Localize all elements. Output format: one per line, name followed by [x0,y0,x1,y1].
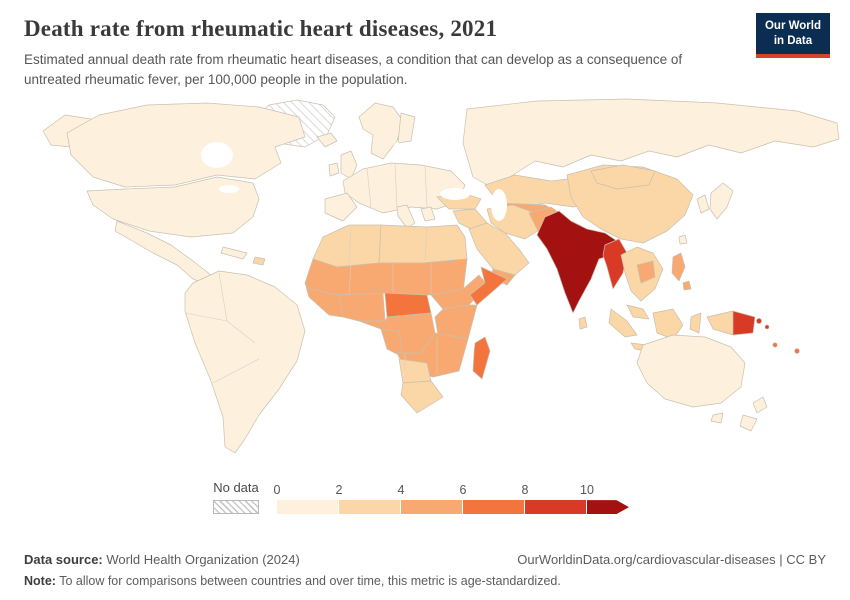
region-sahel[interactable] [304,258,468,296]
footnote-label: Note: [24,574,56,588]
legend-tick-10: 10 [580,483,594,498]
region-arabia[interactable] [468,222,530,276]
region-australia[interactable] [636,334,746,408]
data-source-label: Data source: [24,552,103,567]
logo-line-1: Our World [764,20,821,32]
region-madagascar[interactable] [472,336,491,380]
region-china[interactable] [566,164,694,244]
footnote-text: To allow for comparisons between countri… [59,574,561,588]
region-ireland[interactable] [328,162,340,177]
region-south-america[interactable] [184,270,306,454]
region-usa[interactable] [86,176,260,238]
legend-tick-2: 2 [335,483,343,498]
region-sulawesi[interactable] [689,312,702,334]
region-myanmar[interactable] [602,238,628,290]
region-malaysia[interactable] [626,304,650,320]
region-mongolia[interactable] [590,164,656,190]
map-legend: No data 0 2 4 6 8 10 [213,480,850,515]
region-maghreb[interactable] [312,224,382,268]
world-map [0,97,850,472]
owid-logo: Our World in Data [755,13,830,58]
legend-tick-0: 0 [273,483,281,498]
region-united-kingdom[interactable] [340,150,358,180]
world-map-svg [42,98,840,454]
legend-arrow-segment-10-plus[interactable]: 10 [580,483,629,515]
legend-no-data-swatch[interactable] [213,500,259,515]
legend-segment-0-2[interactable]: 0 [274,483,339,515]
legend-tick-6: 6 [459,483,467,498]
legend-tick-8: 8 [521,483,529,498]
chart-subtitle: Estimated annual death rate from rheumat… [24,52,683,87]
region-tasmania[interactable] [710,412,724,424]
data-source: Data source: World Health Organization (… [24,552,300,567]
legend-segment-2-4[interactable]: 2 [336,483,401,515]
region-iberia[interactable] [324,192,358,222]
region-west-new-guinea[interactable] [706,310,734,336]
region-greece[interactable] [420,206,436,222]
region-cuba[interactable] [220,246,248,260]
region-vanuatu[interactable] [772,342,778,348]
region-italy[interactable] [396,204,416,229]
region-namibia-botswana[interactable] [398,358,432,384]
region-hispaniola[interactable] [252,256,266,266]
credit-link[interactable]: OurWorldinData.org/cardiovascular-diseas… [517,552,826,567]
region-borneo[interactable] [652,308,684,340]
region-new-zealand-north[interactable] [752,396,768,414]
country-borders [184,163,438,384]
region-scandinavia[interactable] [358,102,404,160]
chart-footer: Data source: World Health Organization (… [0,552,850,588]
legend-tick-4: 4 [397,483,405,498]
legend-color-bar: 0 2 4 6 8 10 [274,483,629,515]
region-canada[interactable] [66,102,306,188]
legend-segment-4-6[interactable]: 4 [398,483,463,515]
region-japan[interactable] [709,182,734,220]
region-fiji[interactable] [794,348,800,354]
sea-black-sea [440,188,470,201]
region-philippines-south[interactable] [682,280,692,291]
sea-baltic [393,142,401,161]
sea-hudson-bay [201,142,233,169]
footnote: Note: To allow for comparisons between c… [24,574,826,588]
region-laos-cambodia[interactable] [636,260,656,284]
logo-line-2: in Data [773,34,813,47]
region-new-zealand-south[interactable] [739,414,758,432]
region-philippines[interactable] [671,252,686,282]
legend-no-data: No data [213,480,259,515]
region-solomon-islands-2[interactable] [764,324,770,330]
region-sri-lanka[interactable] [578,316,588,330]
sea-great-lakes [219,185,239,194]
region-libya-egypt[interactable] [378,224,468,264]
region-south-korea[interactable] [696,194,710,214]
region-south-africa[interactable] [400,380,444,414]
region-nigeria-cameroon[interactable] [338,292,386,322]
region-taiwan[interactable] [678,234,688,245]
legend-segment-8-10[interactable]: 8 [522,483,587,515]
chart-header: Death rate from rheumatic heart diseases… [0,0,850,89]
sea-caspian [491,189,507,222]
page-title: Death rate from rheumatic heart diseases… [24,16,498,41]
region-solomon-islands[interactable] [756,318,762,325]
region-papua-new-guinea[interactable] [732,310,756,336]
region-sumatra[interactable] [608,308,638,338]
data-source-value: World Health Organization (2024) [106,552,300,567]
legend-no-data-label: No data [213,480,259,496]
region-somalia[interactable] [469,266,508,306]
region-finland[interactable] [397,112,416,144]
region-iceland[interactable] [316,132,338,148]
legend-segment-6-8[interactable]: 6 [460,483,525,515]
